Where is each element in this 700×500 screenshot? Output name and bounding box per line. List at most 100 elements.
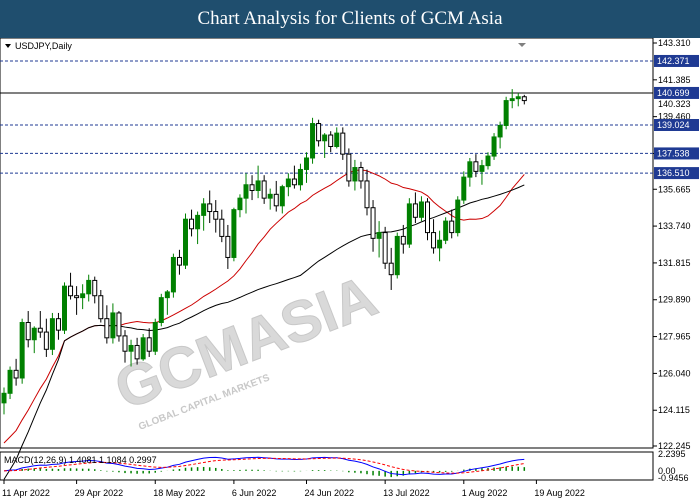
candle-body xyxy=(189,218,195,230)
candle-body xyxy=(431,232,437,249)
candle-body xyxy=(261,180,267,199)
price-tick-label: 129.890 xyxy=(658,295,691,305)
macd-signal-line xyxy=(3,457,525,474)
symbol-label-text: USDJPY,Daily xyxy=(15,41,72,51)
price-panel xyxy=(0,38,654,449)
candle-body xyxy=(467,161,473,178)
time-tick-label: 29 Apr 2022 xyxy=(75,488,124,498)
symbol-label: USDJPY,Daily xyxy=(5,41,72,51)
candle-body xyxy=(134,344,140,360)
price-axis: 143.310141.385139.460137.535135.665133.7… xyxy=(653,38,699,451)
chart-shift-icon xyxy=(518,43,526,47)
candle-body xyxy=(158,297,164,324)
candle-body xyxy=(509,98,515,102)
time-tick-label: 1 Aug 2022 xyxy=(462,488,508,498)
candle-body xyxy=(55,318,61,331)
candle-body xyxy=(346,153,352,182)
candle-body xyxy=(316,123,322,142)
candle-body xyxy=(183,218,188,266)
candle-body xyxy=(412,203,418,218)
candle-body xyxy=(304,157,309,170)
candle-body xyxy=(485,155,491,167)
price-tick-label: 135.665 xyxy=(658,184,691,194)
candle-body xyxy=(62,285,67,331)
candle-body xyxy=(98,295,104,320)
candle-body xyxy=(479,165,485,172)
candle-body xyxy=(164,291,170,299)
level-tag xyxy=(654,147,699,160)
candle-body xyxy=(176,256,182,266)
candle-body xyxy=(297,168,303,186)
candle-body xyxy=(1,392,7,404)
candle-body xyxy=(473,161,479,172)
candle-body xyxy=(364,180,370,209)
candle-body xyxy=(255,180,261,192)
candle-body xyxy=(394,235,400,276)
page-title-text: Chart Analysis for Clients of GCM Asia xyxy=(197,8,503,29)
candle-body xyxy=(449,220,455,234)
level-tag xyxy=(654,86,699,99)
page-title: Chart Analysis for Clients of GCM Asia xyxy=(0,0,700,38)
candle-body xyxy=(116,312,122,337)
candle-body xyxy=(92,279,98,297)
candle-body xyxy=(219,218,225,237)
candle-body xyxy=(68,285,74,297)
price-tick-label: 124.115 xyxy=(658,405,690,415)
candle-body xyxy=(74,295,80,299)
price-chart: GCMASIA GLOBAL CAPITAL MARKETS 143.31014… xyxy=(0,38,699,498)
symbol-dropdown-icon xyxy=(5,44,11,48)
candle-body xyxy=(491,136,497,157)
candle-body xyxy=(461,176,467,201)
candle-body xyxy=(201,203,207,216)
horizontal-levels xyxy=(0,60,653,174)
candle-body xyxy=(49,318,55,350)
candle-body xyxy=(382,232,388,264)
candle-body xyxy=(406,203,412,245)
current-price-label: 140.323 xyxy=(658,99,691,109)
macd-tick-label: 0.00 xyxy=(658,466,676,476)
macd-label: MACD(12,26,9) 1.4081 1.1084 0.2997 xyxy=(4,455,157,465)
level-label: 137.538 xyxy=(657,148,690,158)
candle-body xyxy=(388,262,394,276)
moving-averages xyxy=(3,169,525,480)
candle-body xyxy=(122,335,128,352)
price-tick-label: 143.310 xyxy=(658,38,691,48)
candle-body xyxy=(110,312,116,339)
candle-body xyxy=(515,96,521,100)
candle-body xyxy=(237,197,243,211)
price-tick-label: 122.245 xyxy=(658,441,691,451)
candle-body xyxy=(43,331,49,350)
candle-body xyxy=(400,235,406,245)
candle-body xyxy=(207,203,213,213)
price-tick-label: 126.040 xyxy=(658,368,691,378)
candle-body xyxy=(140,337,146,360)
candle-body xyxy=(425,201,430,234)
price-tick-label: 131.815 xyxy=(658,258,691,268)
level-tag xyxy=(654,118,699,131)
candle-body xyxy=(322,134,328,142)
candle-body xyxy=(31,327,37,341)
candle-body xyxy=(376,232,382,239)
macd-main-line xyxy=(3,456,525,476)
time-tick-label: 24 Jun 2022 xyxy=(305,488,355,498)
level-label: 136.510 xyxy=(657,168,690,178)
candle-body xyxy=(231,209,237,258)
macd-tick-label: -0.9456 xyxy=(658,473,689,483)
candle-body xyxy=(285,178,291,188)
candle-body xyxy=(418,201,424,218)
candle-body xyxy=(370,207,376,239)
candle-body xyxy=(7,369,13,394)
candle-body xyxy=(340,132,346,155)
candle-body xyxy=(195,214,201,230)
time-tick-label: 13 Jul 2022 xyxy=(383,488,430,498)
candle-body xyxy=(213,211,219,220)
time-axis: 11 Apr 2022 29 Apr 2022 18 May 2022 6 Jun 2… xyxy=(2,480,585,498)
macd-indicator: 2.2395 0.00-0.9456 xyxy=(3,449,689,483)
candle-body xyxy=(455,199,461,234)
candle-body xyxy=(443,220,449,241)
ma50-line xyxy=(3,184,525,480)
price-tick-label: 141.385 xyxy=(658,75,691,85)
price-tick-label: 127.965 xyxy=(658,332,691,342)
candle-body xyxy=(225,235,231,258)
candle-body xyxy=(267,193,273,199)
